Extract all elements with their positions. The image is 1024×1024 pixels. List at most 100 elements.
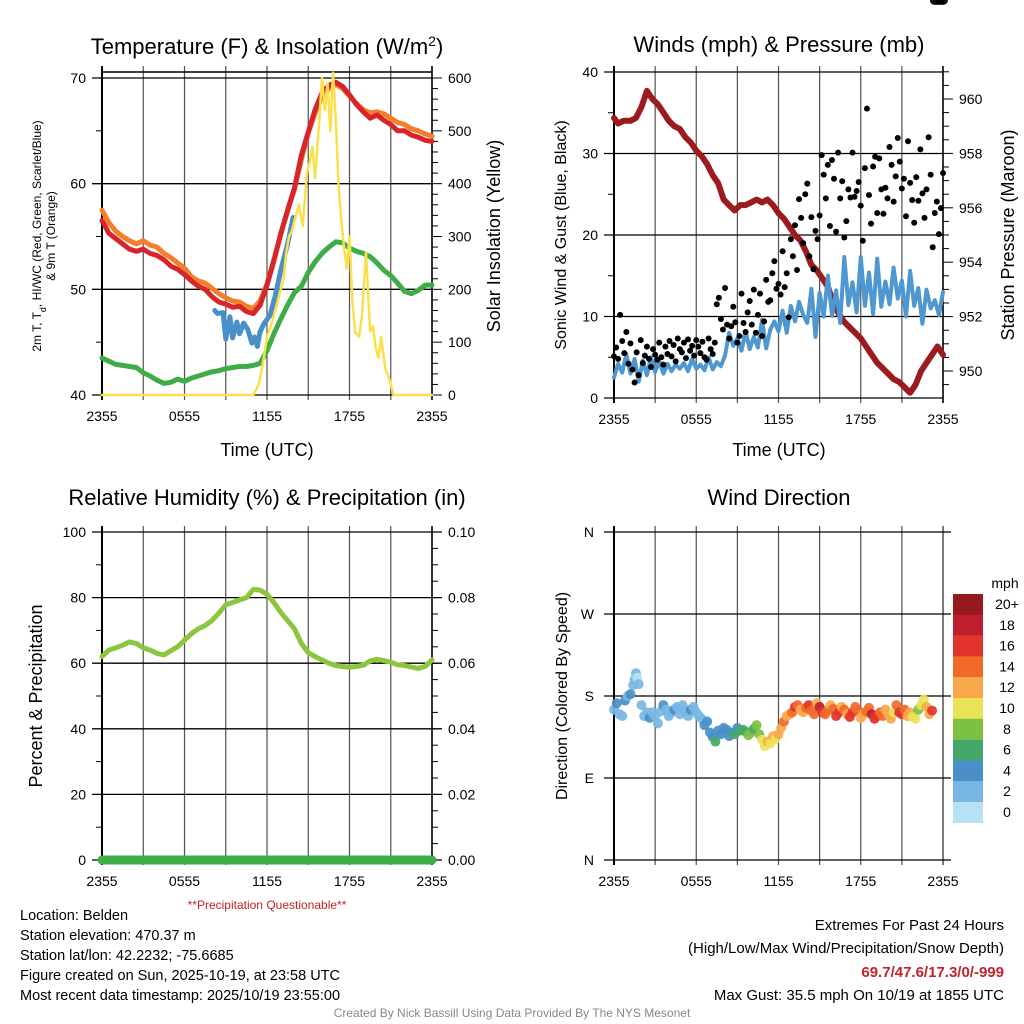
y-tick-label: 60 [70,176,86,192]
colorbar-label: 12 [999,679,1015,695]
gust-point [905,138,912,145]
series-station-pressure [611,87,946,396]
gust-point [678,349,685,356]
x-tick-label: 2355 [598,411,629,427]
gust-point [719,326,726,333]
direction-point [652,718,663,729]
gust-point [865,192,872,199]
gust-point [767,297,774,304]
y2-tick-label: 958 [959,145,983,161]
colorbar-label: 16 [999,638,1015,654]
superscript: 2 [428,33,436,49]
series-sonic-wind [612,255,945,384]
x-tick-label: 0555 [169,408,200,424]
y2-tick-label: 0.00 [448,852,475,868]
gust-point [835,149,842,156]
speed-colorbar: mph 20+ 18 16 14 12 10 8 6 4 2 0 [953,575,1019,823]
colorbar-label: 8 [1003,721,1011,737]
gust-point [777,291,784,298]
precipitation-questionable-note: **Precipitation Questionable** [188,898,347,912]
y-tick-label: 60 [70,655,86,671]
gust-point [711,339,718,346]
gust-point [639,359,646,366]
gust-point [637,337,644,344]
gust-point [931,209,938,216]
colorbar-swatch [953,677,983,699]
gust-point [641,352,648,359]
gust-point [707,346,714,353]
colorbar-label: 6 [1003,742,1011,758]
x-tick-label: 2355 [598,873,629,889]
y2-tick-label: 400 [448,176,472,192]
colorbar-label: 10 [999,700,1015,716]
gust-point [824,161,831,168]
gust-point [781,284,788,291]
gust-point [619,337,626,344]
gust-point [645,355,652,362]
gust-point [703,356,710,363]
gust-point [728,323,735,330]
y-axis-label: Direction (Colored By Speed) [554,592,571,800]
gust-point [783,270,790,277]
gust-point [940,170,946,177]
gust-point [693,337,700,344]
y-tick-label: W [581,606,595,622]
gust-point [680,339,687,346]
gust-point [752,329,759,336]
location-label: Location: Belden [20,908,129,924]
y2-tick-label: 956 [959,200,983,216]
direction-point [751,720,762,731]
gust-point [870,163,877,170]
gust-point [929,244,936,251]
y-tick-label: 20 [70,786,86,802]
gust-point [890,198,897,205]
gust-point [615,355,622,362]
gust-point [775,280,782,287]
x-tick-label: 1155 [763,873,793,889]
y-tick-label: 10 [582,309,598,325]
x-tick-label: 1755 [334,873,365,889]
gust-point [919,190,926,197]
y2-tick-label: 100 [448,334,472,350]
direction-point [710,736,721,747]
gust-point [709,350,716,357]
gust-point [796,196,803,203]
gust-point [886,143,893,150]
gust-point [937,205,944,212]
x-tick-label: 2355 [86,873,117,889]
y2-tick-label: 950 [959,363,983,379]
gust-point [625,360,632,367]
y2-tick-label: 960 [959,91,983,107]
chart-title: Temperature (F) & Insolation (W/m2) [91,33,444,59]
title-close: ) [436,34,443,59]
gust-point [779,248,786,255]
series-gust [611,105,946,386]
y-tick-label: 30 [582,146,598,162]
gust-point [833,228,840,235]
recent-data-label: Most recent data timestamp: 2025/10/19 2… [20,988,341,1004]
gust-point [617,311,624,318]
colorbar-swatch [953,698,983,719]
gust-point [629,366,636,373]
gust-point [771,258,778,265]
series-2m-t [99,79,435,317]
gust-point [898,185,905,192]
x-tick-label: 1755 [845,873,876,889]
y-tick-label: 50 [70,281,86,297]
gust-point [896,158,903,165]
x-tick-label: 1755 [334,408,365,424]
x-tick-label: 2355 [927,873,958,889]
colorbar-label: 20+ [995,596,1019,612]
y2-axis-label: Solar Insolation (Yellow) [484,140,504,332]
gust-point [756,290,763,297]
y2-tick-label: 0.08 [448,590,475,606]
gust-point [742,328,749,335]
y2-tick-label: 0.04 [448,721,475,737]
x-tick-label: 2355 [927,411,958,427]
gust-point [722,284,729,291]
gust-point [874,209,881,216]
chart-temperature: 2355 0555 1155 1755 235540506070010020030040… [30,33,504,460]
gust-point [652,351,659,358]
gust-point [750,286,757,293]
